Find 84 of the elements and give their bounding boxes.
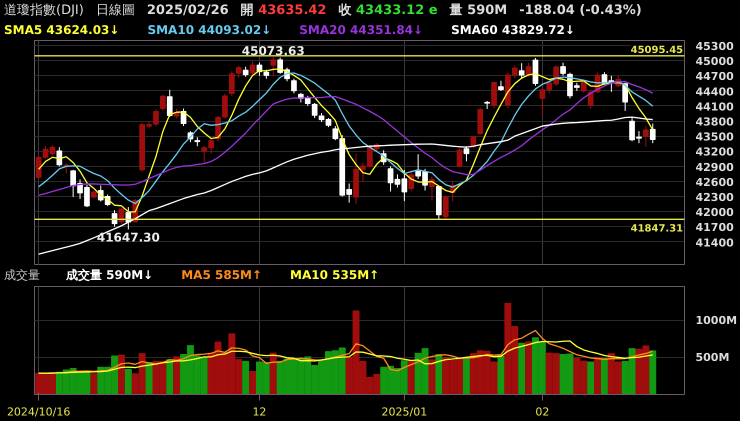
text: 2025/02/26 — [146, 3, 229, 18]
text: SMA10 44093.02↓ — [147, 23, 272, 37]
candlestick — [442, 195, 449, 220]
annotation: 41647.30 — [96, 230, 160, 244]
text: 收 43433.12 e — [338, 3, 438, 18]
candlestick — [153, 108, 159, 127]
ref-line-label: 41847.31 — [630, 223, 684, 234]
x-tick-label: 2025/01 — [382, 406, 428, 418]
candlestick — [160, 94, 166, 112]
text: -188.04 (-0.43%) — [519, 3, 642, 18]
bar — [242, 360, 250, 394]
bar — [118, 354, 125, 394]
candlestick — [491, 81, 497, 109]
bar — [518, 342, 526, 394]
y-tick-label: 42900 — [696, 160, 734, 174]
candlestick — [242, 66, 248, 78]
y-tick-label: 43500 — [696, 130, 734, 144]
text: 成交量 590M↓ — [66, 268, 154, 282]
y-tick-label: 44400 — [696, 85, 734, 98]
y-tick-label: 45000 — [696, 55, 734, 68]
candlestick — [518, 62, 524, 80]
candlestick — [643, 126, 649, 148]
chart-subtitle: 日線圖 — [96, 3, 135, 18]
y-tick-label: 1000M — [696, 314, 738, 328]
candlestick — [526, 62, 532, 78]
bar — [497, 356, 504, 394]
y-tick-label: 500M — [696, 351, 730, 364]
candlestick — [312, 102, 318, 119]
y-tick-label: 41400 — [696, 236, 734, 250]
candlestick — [166, 89, 173, 118]
candlestick — [180, 108, 186, 127]
bar — [428, 359, 436, 394]
ref-line-label: 45095.45 — [630, 44, 684, 56]
candlestick — [477, 107, 484, 136]
text: MA10 535M↑ — [290, 268, 380, 282]
candlestick — [250, 61, 256, 76]
text: MA5 585M↑ — [181, 268, 262, 282]
y-tick-label: 44100 — [696, 100, 734, 114]
chart-title: 成交量 — [4, 268, 40, 282]
bar — [525, 341, 532, 394]
candlestick — [498, 80, 504, 92]
candlestick — [291, 78, 297, 94]
candlestick — [464, 146, 470, 162]
candlestick — [222, 93, 228, 120]
candlestick — [236, 65, 242, 78]
candlestick — [270, 56, 276, 77]
y-tick-label: 44700 — [696, 70, 734, 84]
text: SMA20 44351.84↓ — [299, 23, 424, 37]
bar — [649, 350, 656, 394]
y-tick-label: 42000 — [696, 206, 734, 220]
text: SMA60 43829.72↓ — [451, 23, 575, 37]
bar — [435, 354, 442, 394]
bar — [587, 361, 594, 394]
bar — [173, 356, 180, 394]
bar — [249, 370, 256, 394]
annotation: 45073.63 — [242, 44, 305, 58]
text: 量 590M — [450, 3, 508, 18]
candlestick — [560, 62, 566, 76]
bar — [600, 358, 608, 394]
y-tick-label: 43200 — [696, 146, 734, 159]
candlestick — [456, 148, 462, 168]
y-tick-label: 43800 — [696, 116, 734, 129]
bar — [124, 368, 132, 394]
x-tick-label: 2024/10/16 — [6, 406, 70, 418]
candlestick — [194, 136, 200, 147]
candlestick — [264, 69, 270, 80]
y-tick-label: 42600 — [696, 176, 734, 189]
candlestick — [532, 57, 538, 86]
x-tick-label: 02 — [535, 406, 550, 418]
line-series — [38, 340, 654, 374]
y-tick-label: 45300 — [696, 40, 734, 54]
y-tick-label: 42300 — [696, 191, 734, 204]
y-tick-label: 41700 — [696, 221, 734, 234]
text: 開 43635.42 — [240, 3, 326, 18]
text: SMA5 43624.03↓ — [4, 23, 120, 37]
bar — [462, 358, 470, 394]
bar — [146, 362, 153, 394]
candlestick — [118, 207, 124, 224]
candlestick — [650, 123, 656, 144]
bar — [594, 357, 602, 394]
bar — [90, 373, 98, 394]
chart-title: 道瓊指數(DJI) — [4, 3, 84, 18]
candlestick — [229, 70, 235, 96]
x-tick-label: 12 — [252, 406, 266, 418]
